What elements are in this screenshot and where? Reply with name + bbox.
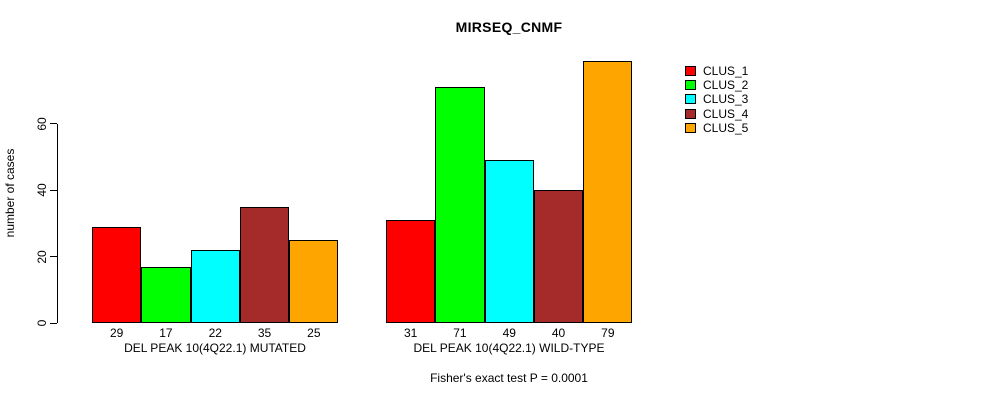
y-tick-label: 0 (35, 319, 49, 327)
legend-label: CLUS_5 (703, 120, 749, 135)
bar-value-label: 25 (307, 326, 321, 340)
legend-swatch-icon (685, 122, 696, 133)
bar-group1-clus-4 (239, 206, 290, 323)
legend-item-clus_5: CLUS_5 (685, 121, 748, 135)
bar-value-label: 29 (109, 326, 124, 340)
legend-item-clus_2: CLUS_2 (685, 78, 748, 92)
bar-group2-clus-2 (435, 87, 485, 323)
legend-swatch-icon (685, 66, 696, 77)
legend-swatch-icon (685, 94, 696, 105)
y-axis-line (57, 124, 58, 323)
legend-swatch-icon (685, 108, 696, 119)
bar-value-label: 31 (403, 326, 418, 340)
bar-group1-clus-3 (190, 249, 240, 323)
bar-value-label: 79 (601, 326, 615, 340)
bar-group1-clus-5 (289, 240, 339, 323)
y-tick-mark (50, 256, 57, 258)
bar-group1-clus-1 (92, 226, 142, 323)
legend-label: CLUS_3 (703, 92, 749, 107)
annotation-fisher-test: Fisher's exact test P = 0.0001 (430, 371, 588, 385)
bar-value-label: 17 (159, 326, 173, 340)
bar-group2-clus-4 (533, 190, 584, 323)
legend-label: CLUS_2 (703, 78, 749, 93)
y-tick-mark (50, 189, 57, 191)
y-tick-label: 40 (35, 183, 49, 197)
bar-value-label: 40 (551, 326, 566, 340)
bar-value-label: 22 (208, 326, 222, 340)
y-tick-mark (50, 123, 57, 125)
bar-value-label: 35 (257, 326, 272, 340)
bar-group2-clus-5 (583, 60, 633, 323)
chart-title: MIRSEQ_CNMF (455, 19, 563, 35)
legend-item-clus_4: CLUS_4 (685, 107, 748, 121)
bar-value-label: 49 (502, 326, 516, 340)
bar-group2-clus-1 (386, 220, 436, 323)
legend: CLUS_1 CLUS_2 CLUS_3 CLUS_4 CLUS_5 (685, 64, 748, 135)
legend-swatch-icon (685, 80, 696, 91)
group-label-wildtype: DEL PEAK 10(4Q22.1) WILD-TYPE (413, 341, 605, 355)
bar-group1-clus-2 (141, 266, 191, 323)
legend-label: CLUS_1 (703, 64, 749, 79)
y-tick-label: 60 (35, 117, 49, 131)
group-label-mutated: DEL PEAK 10(4Q22.1) MUTATED (124, 341, 306, 355)
legend-item-clus_1: CLUS_1 (685, 64, 748, 78)
bar-group2-clus-3 (484, 160, 534, 323)
bar-value-label: 71 (453, 326, 467, 340)
legend-item-clus_3: CLUS_3 (685, 92, 748, 106)
legend-label: CLUS_4 (703, 106, 749, 121)
y-axis-label: number of cases (3, 148, 17, 238)
y-tick-mark (50, 322, 57, 324)
y-tick-label: 20 (35, 249, 49, 264)
